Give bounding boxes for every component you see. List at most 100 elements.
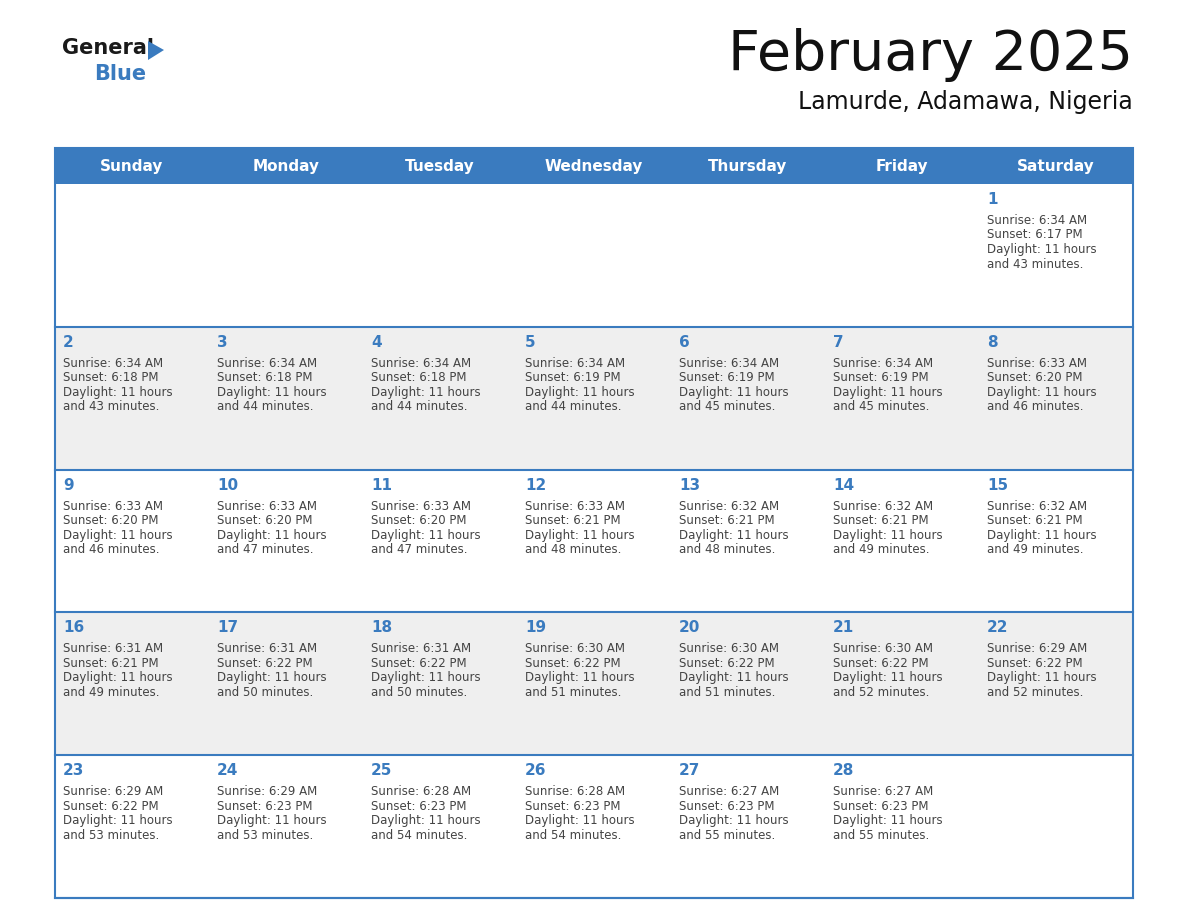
Text: 6: 6	[680, 335, 690, 350]
Text: Sunset: 6:19 PM: Sunset: 6:19 PM	[833, 371, 929, 385]
Text: Sunset: 6:23 PM: Sunset: 6:23 PM	[525, 800, 620, 812]
Text: Daylight: 11 hours: Daylight: 11 hours	[63, 814, 172, 827]
Text: Daylight: 11 hours: Daylight: 11 hours	[525, 814, 634, 827]
Text: Daylight: 11 hours: Daylight: 11 hours	[371, 814, 481, 827]
Text: Sunrise: 6:28 AM: Sunrise: 6:28 AM	[525, 785, 625, 798]
Text: 25: 25	[371, 763, 392, 778]
Text: Sunset: 6:19 PM: Sunset: 6:19 PM	[680, 371, 775, 385]
Text: 13: 13	[680, 477, 700, 493]
Text: Sunrise: 6:32 AM: Sunrise: 6:32 AM	[680, 499, 779, 512]
Text: Sunrise: 6:34 AM: Sunrise: 6:34 AM	[217, 357, 317, 370]
Text: Sunset: 6:23 PM: Sunset: 6:23 PM	[833, 800, 929, 812]
Text: Daylight: 11 hours: Daylight: 11 hours	[371, 671, 481, 685]
Text: Sunset: 6:20 PM: Sunset: 6:20 PM	[371, 514, 467, 527]
Text: and 50 minutes.: and 50 minutes.	[371, 686, 467, 699]
Bar	[55, 612, 1133, 756]
Text: and 55 minutes.: and 55 minutes.	[680, 829, 776, 842]
Text: Sunset: 6:23 PM: Sunset: 6:23 PM	[680, 800, 775, 812]
Text: Sunrise: 6:31 AM: Sunrise: 6:31 AM	[63, 643, 163, 655]
Text: 10: 10	[217, 477, 238, 493]
Text: Daylight: 11 hours: Daylight: 11 hours	[525, 386, 634, 398]
Text: Monday: Monday	[253, 159, 320, 174]
Text: Sunrise: 6:33 AM: Sunrise: 6:33 AM	[217, 499, 317, 512]
Text: and 49 minutes.: and 49 minutes.	[63, 686, 159, 699]
Text: Sunset: 6:21 PM: Sunset: 6:21 PM	[525, 514, 620, 527]
Text: 15: 15	[987, 477, 1009, 493]
Text: 2: 2	[63, 335, 74, 350]
Text: Sunrise: 6:31 AM: Sunrise: 6:31 AM	[217, 643, 317, 655]
Bar	[55, 756, 1133, 898]
Text: 5: 5	[525, 335, 536, 350]
Text: Sunset: 6:20 PM: Sunset: 6:20 PM	[63, 514, 158, 527]
Text: 18: 18	[371, 621, 392, 635]
Text: Daylight: 11 hours: Daylight: 11 hours	[987, 671, 1097, 685]
Text: 26: 26	[525, 763, 546, 778]
Text: 21: 21	[833, 621, 854, 635]
Text: Sunset: 6:22 PM: Sunset: 6:22 PM	[987, 657, 1082, 670]
Text: Sunrise: 6:34 AM: Sunrise: 6:34 AM	[525, 357, 625, 370]
Text: and 45 minutes.: and 45 minutes.	[833, 400, 929, 413]
Bar	[55, 470, 1133, 612]
Text: and 47 minutes.: and 47 minutes.	[371, 543, 468, 556]
Text: Daylight: 11 hours: Daylight: 11 hours	[63, 386, 172, 398]
Text: Sunrise: 6:29 AM: Sunrise: 6:29 AM	[63, 785, 163, 798]
Text: Daylight: 11 hours: Daylight: 11 hours	[680, 386, 789, 398]
Text: and 55 minutes.: and 55 minutes.	[833, 829, 929, 842]
Text: Daylight: 11 hours: Daylight: 11 hours	[217, 386, 327, 398]
Text: Sunrise: 6:33 AM: Sunrise: 6:33 AM	[987, 357, 1087, 370]
Text: and 49 minutes.: and 49 minutes.	[987, 543, 1083, 556]
Text: Tuesday: Tuesday	[405, 159, 475, 174]
Text: 22: 22	[987, 621, 1009, 635]
Text: Sunset: 6:18 PM: Sunset: 6:18 PM	[217, 371, 312, 385]
Text: Daylight: 11 hours: Daylight: 11 hours	[987, 529, 1097, 542]
Text: and 45 minutes.: and 45 minutes.	[680, 400, 776, 413]
Text: Sunrise: 6:30 AM: Sunrise: 6:30 AM	[833, 643, 933, 655]
Text: and 48 minutes.: and 48 minutes.	[525, 543, 621, 556]
Text: Daylight: 11 hours: Daylight: 11 hours	[525, 529, 634, 542]
Bar	[55, 148, 1133, 898]
Text: Daylight: 11 hours: Daylight: 11 hours	[525, 671, 634, 685]
Text: Thursday: Thursday	[708, 159, 788, 174]
Text: Sunrise: 6:31 AM: Sunrise: 6:31 AM	[371, 643, 472, 655]
Text: Daylight: 11 hours: Daylight: 11 hours	[217, 671, 327, 685]
Text: Daylight: 11 hours: Daylight: 11 hours	[63, 529, 172, 542]
Text: and 53 minutes.: and 53 minutes.	[217, 829, 314, 842]
Text: and 51 minutes.: and 51 minutes.	[525, 686, 621, 699]
Text: and 43 minutes.: and 43 minutes.	[987, 258, 1083, 271]
Bar	[55, 327, 1133, 470]
Text: February 2025: February 2025	[728, 28, 1133, 82]
Text: Sunset: 6:22 PM: Sunset: 6:22 PM	[833, 657, 929, 670]
Text: Daylight: 11 hours: Daylight: 11 hours	[63, 671, 172, 685]
Text: Sunset: 6:22 PM: Sunset: 6:22 PM	[63, 800, 159, 812]
Text: and 46 minutes.: and 46 minutes.	[63, 543, 159, 556]
Text: Sunrise: 6:32 AM: Sunrise: 6:32 AM	[987, 499, 1087, 512]
Text: Sunrise: 6:34 AM: Sunrise: 6:34 AM	[987, 214, 1087, 227]
Text: Sunset: 6:22 PM: Sunset: 6:22 PM	[371, 657, 467, 670]
Text: Sunrise: 6:34 AM: Sunrise: 6:34 AM	[833, 357, 933, 370]
Text: Daylight: 11 hours: Daylight: 11 hours	[833, 671, 942, 685]
Text: Sunset: 6:21 PM: Sunset: 6:21 PM	[833, 514, 929, 527]
Text: Daylight: 11 hours: Daylight: 11 hours	[680, 529, 789, 542]
Text: 19: 19	[525, 621, 546, 635]
Text: Daylight: 11 hours: Daylight: 11 hours	[833, 386, 942, 398]
Text: Daylight: 11 hours: Daylight: 11 hours	[371, 529, 481, 542]
Text: 28: 28	[833, 763, 854, 778]
Text: 8: 8	[987, 335, 998, 350]
Text: Sunrise: 6:33 AM: Sunrise: 6:33 AM	[525, 499, 625, 512]
Text: 12: 12	[525, 477, 546, 493]
Text: Sunrise: 6:30 AM: Sunrise: 6:30 AM	[525, 643, 625, 655]
Text: and 52 minutes.: and 52 minutes.	[833, 686, 929, 699]
Text: Sunrise: 6:30 AM: Sunrise: 6:30 AM	[680, 643, 779, 655]
Text: Friday: Friday	[876, 159, 928, 174]
Text: and 51 minutes.: and 51 minutes.	[680, 686, 776, 699]
Polygon shape	[148, 41, 164, 60]
Text: 3: 3	[217, 335, 228, 350]
Text: and 44 minutes.: and 44 minutes.	[217, 400, 314, 413]
Text: 23: 23	[63, 763, 84, 778]
Text: Daylight: 11 hours: Daylight: 11 hours	[680, 814, 789, 827]
Text: Daylight: 11 hours: Daylight: 11 hours	[987, 386, 1097, 398]
Text: and 52 minutes.: and 52 minutes.	[987, 686, 1083, 699]
Text: and 48 minutes.: and 48 minutes.	[680, 543, 776, 556]
Text: and 54 minutes.: and 54 minutes.	[371, 829, 467, 842]
Text: Sunset: 6:17 PM: Sunset: 6:17 PM	[987, 229, 1082, 241]
